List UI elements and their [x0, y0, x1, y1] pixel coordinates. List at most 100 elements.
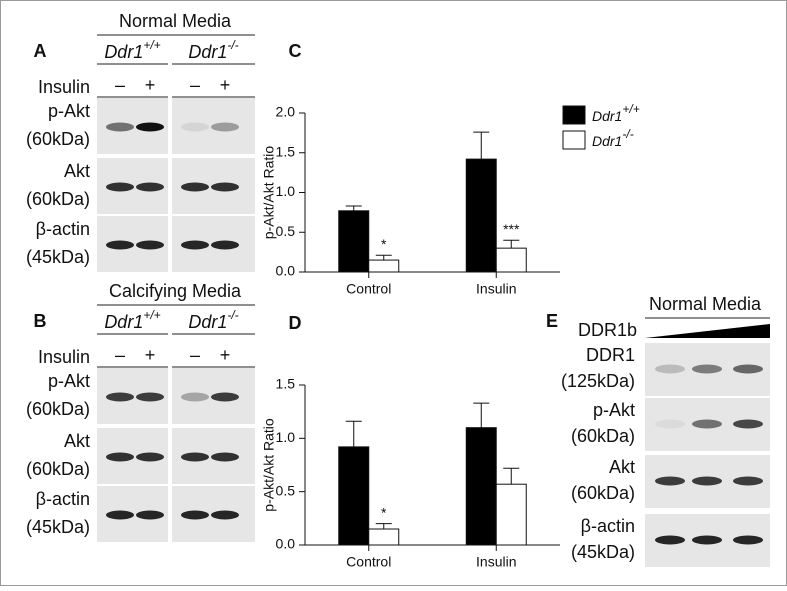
bar — [495, 483, 527, 546]
size-label: (60kDa) — [26, 459, 90, 479]
blot-band — [136, 122, 164, 132]
blot-band — [106, 182, 134, 192]
y-tick-label: 1.0 — [276, 183, 296, 199]
legend-label: Ddr1+/+ — [592, 102, 640, 124]
blot-band — [692, 364, 722, 374]
size-label: (45kDa) — [571, 542, 635, 562]
blot — [172, 98, 255, 154]
y-tick-label: 0.5 — [276, 482, 296, 498]
blot-band — [655, 535, 685, 545]
media-label: Normal Media — [649, 294, 762, 314]
blot-band — [733, 419, 763, 429]
panel-letter: D — [289, 313, 302, 333]
protein-label: DDR1 — [586, 345, 635, 365]
blot-band — [181, 182, 209, 192]
significance-label: * — [381, 236, 387, 252]
blot-band — [655, 419, 685, 429]
bar — [495, 247, 527, 273]
x-tick-label: Control — [346, 554, 391, 570]
size-label: (60kDa) — [26, 189, 90, 209]
legend-label: Ddr1-/- — [592, 127, 634, 149]
blot-band — [181, 240, 209, 250]
protein-label: β-actin — [36, 219, 90, 239]
blot-band — [211, 510, 239, 520]
gradient-triangle — [645, 324, 770, 338]
blot-band — [106, 510, 134, 520]
blot-band — [136, 240, 164, 250]
panel-letter: A — [34, 41, 47, 61]
blot-band — [211, 182, 239, 192]
treatment-label: Insulin — [38, 347, 90, 367]
y-tick-label: 1.0 — [276, 429, 296, 445]
blot-band — [655, 476, 685, 486]
y-axis-label: p-Akt/Akt Ratio — [261, 418, 277, 512]
protein-label: Akt — [64, 161, 90, 181]
size-label: (60kDa) — [571, 483, 635, 503]
genotype-label: Ddr1+/+ — [104, 38, 160, 62]
treatment-mark: – — [190, 345, 200, 365]
panel-letter: C — [289, 41, 302, 61]
protein-label: β-actin — [36, 489, 90, 509]
blot-band — [136, 392, 164, 402]
blot-band — [136, 452, 164, 462]
significance-label: *** — [503, 221, 520, 237]
treatment-label: Insulin — [38, 77, 90, 97]
blot-band — [733, 364, 763, 374]
protein-label: p-Akt — [593, 400, 635, 420]
genotype-label: Ddr1-/- — [188, 308, 238, 332]
blot-band — [106, 392, 134, 402]
y-tick-label: 1.5 — [276, 143, 296, 159]
significance-label: * — [381, 504, 387, 520]
genotype-label: Ddr1+/+ — [104, 308, 160, 332]
protein-label: Akt — [609, 457, 635, 477]
bar — [338, 446, 370, 546]
treatment-mark: – — [190, 75, 200, 95]
panel-letter: E — [546, 311, 558, 331]
blot-band — [181, 392, 209, 402]
bar — [338, 210, 370, 273]
blot-band — [692, 535, 722, 545]
blot-band — [181, 122, 209, 132]
media-label: Calcifying Media — [109, 281, 242, 301]
panel-letter: B — [34, 311, 47, 331]
protein-label: β-actin — [581, 516, 635, 536]
bar — [368, 259, 400, 273]
blot-band — [106, 452, 134, 462]
treatment-mark: + — [220, 75, 231, 95]
blot-band — [136, 182, 164, 192]
blot-band — [136, 510, 164, 520]
protein-label: p-Akt — [48, 101, 90, 121]
blot-band — [211, 122, 239, 132]
size-label: (45kDa) — [26, 247, 90, 267]
y-tick-label: 0.5 — [276, 223, 296, 239]
y-axis-label: p-Akt/Akt Ratio — [261, 146, 277, 240]
size-label: (60kDa) — [26, 129, 90, 149]
x-tick-label: Insulin — [476, 554, 516, 570]
blot-band — [655, 364, 685, 374]
x-tick-label: Control — [346, 281, 391, 297]
blot-band — [733, 535, 763, 545]
bar — [465, 427, 497, 546]
treatment-mark: + — [145, 345, 156, 365]
protein-label: Akt — [64, 431, 90, 451]
blot-band — [106, 240, 134, 250]
y-tick-label: 2.0 — [276, 104, 296, 120]
bar — [368, 528, 400, 546]
blot-band — [211, 240, 239, 250]
y-tick-label: 0.0 — [276, 536, 296, 552]
treatment-mark: – — [115, 75, 125, 95]
genotype-label: Ddr1-/- — [188, 38, 238, 62]
blot-band — [181, 510, 209, 520]
legend-swatch — [562, 105, 586, 125]
treatment-label: DDR1b — [578, 320, 637, 340]
protein-label: p-Akt — [48, 371, 90, 391]
treatment-mark: + — [220, 345, 231, 365]
blot-band — [733, 476, 763, 486]
size-label: (60kDa) — [26, 399, 90, 419]
treatment-mark: – — [115, 345, 125, 365]
blot-band — [106, 122, 134, 132]
y-tick-label: 0.0 — [276, 263, 296, 279]
treatment-mark: + — [145, 75, 156, 95]
size-label: (125kDa) — [561, 371, 635, 391]
